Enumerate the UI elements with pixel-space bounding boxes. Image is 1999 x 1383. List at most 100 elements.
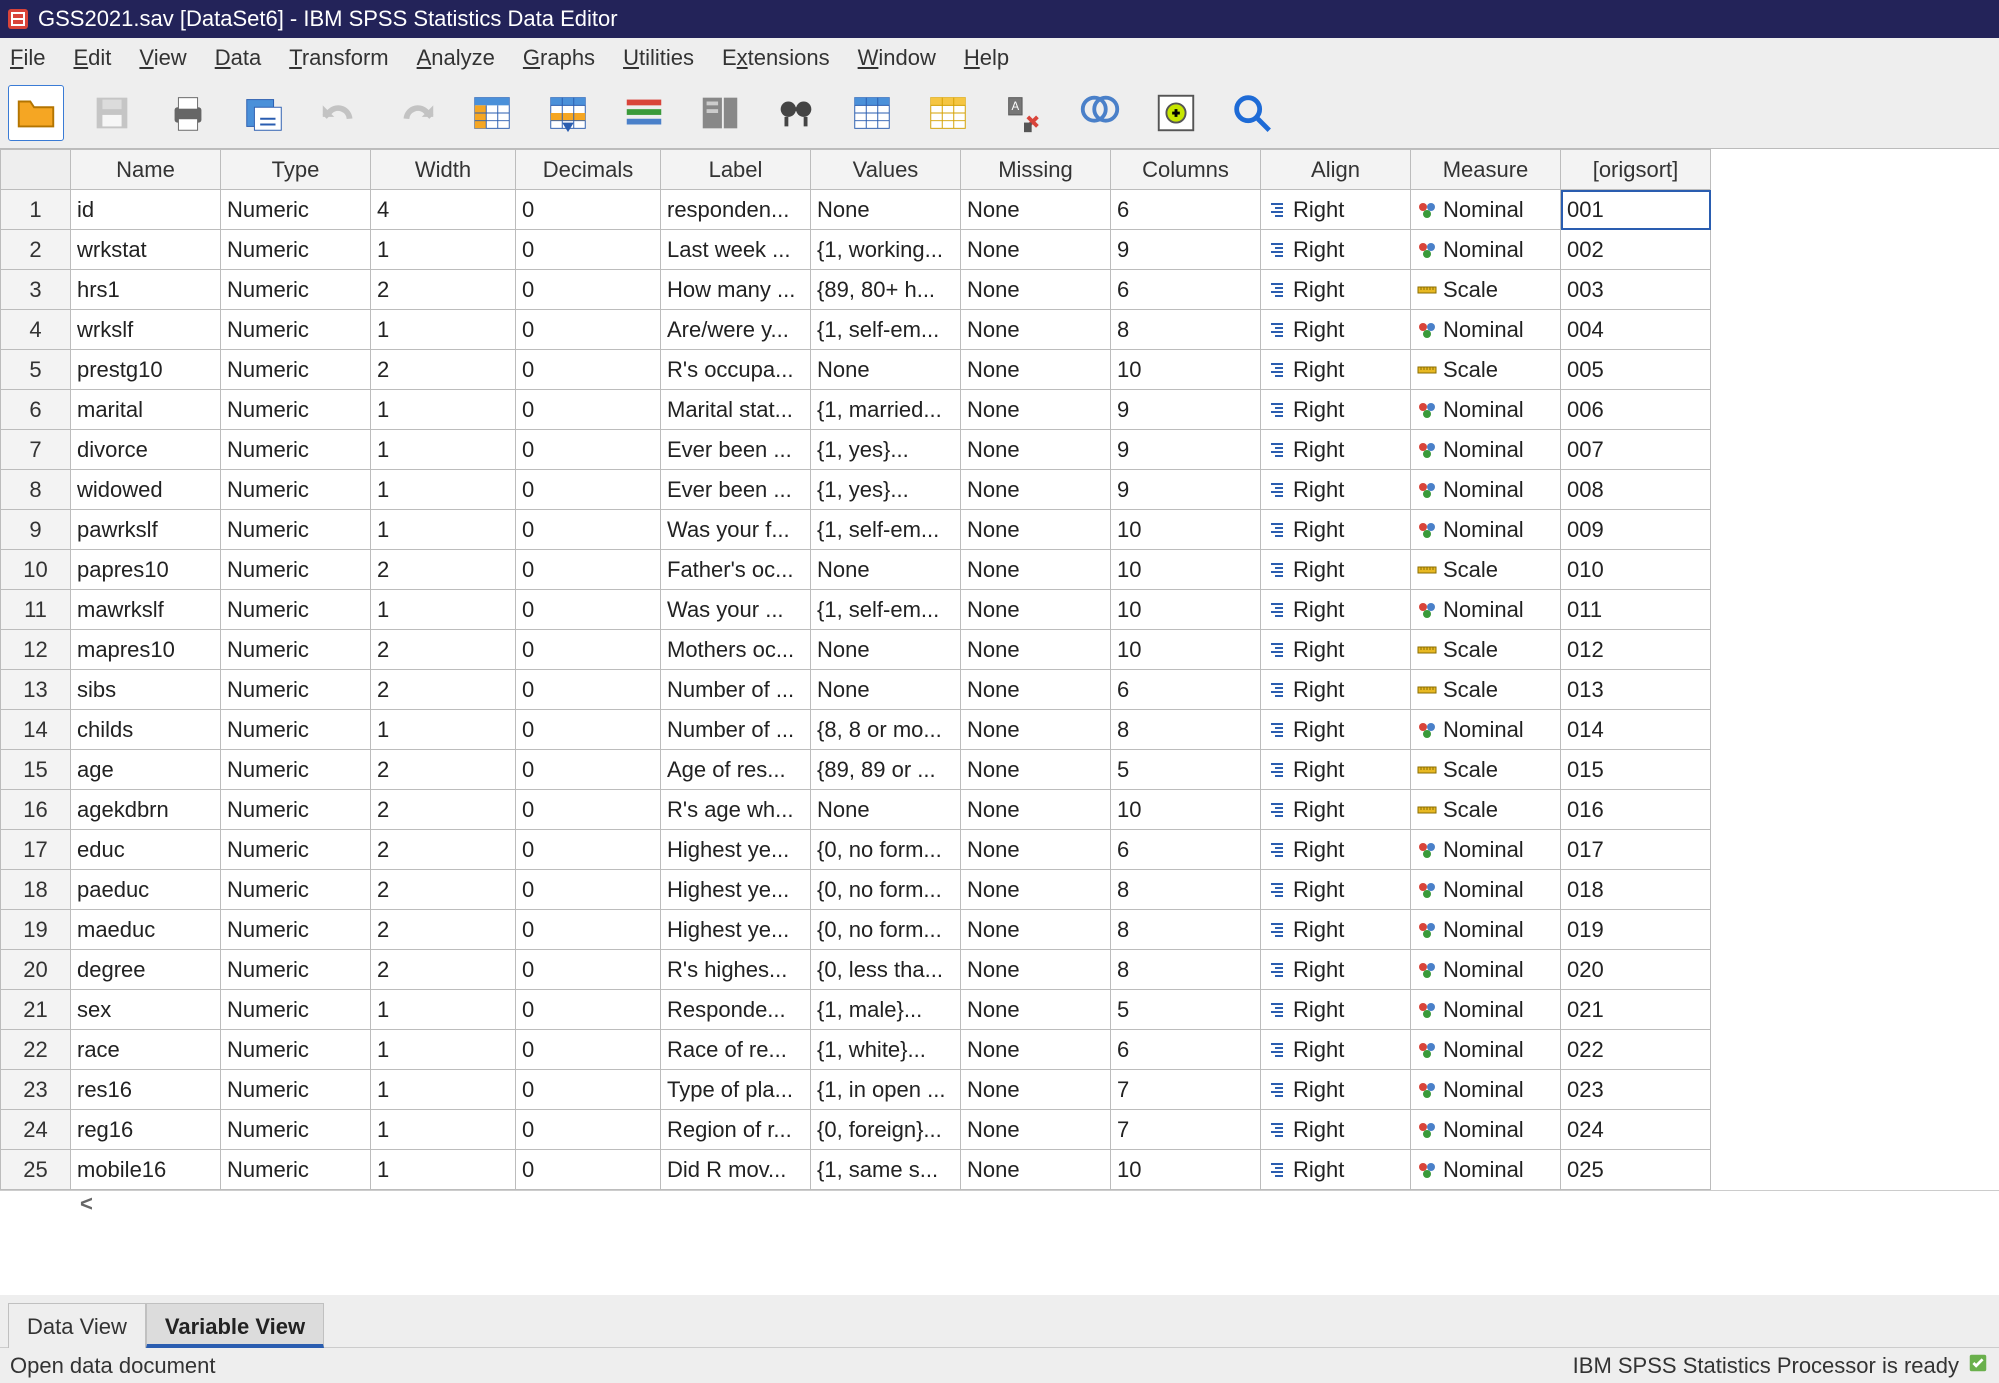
cell-type[interactable]: Numeric	[221, 390, 371, 430]
cell-values[interactable]: {89, 89 or ...	[811, 750, 961, 790]
cell-missing[interactable]: None	[961, 750, 1111, 790]
cell-measure[interactable]: Nominal	[1411, 1030, 1561, 1070]
open-icon[interactable]	[8, 85, 64, 141]
cell-label[interactable]: Region of r...	[661, 1110, 811, 1150]
cell-label[interactable]: Was your f...	[661, 510, 811, 550]
cell-values[interactable]: {0, less tha...	[811, 950, 961, 990]
cell-name[interactable]: divorce	[71, 430, 221, 470]
cell-measure[interactable]: Nominal	[1411, 1070, 1561, 1110]
cell-measure[interactable]: Nominal	[1411, 990, 1561, 1030]
cell-values[interactable]: None	[811, 550, 961, 590]
cell-columns[interactable]: 9	[1111, 470, 1261, 510]
cell-missing[interactable]: None	[961, 710, 1111, 750]
cell-align[interactable]: Right	[1261, 590, 1411, 630]
cell-label[interactable]: Was your ...	[661, 590, 811, 630]
cell-values[interactable]: {0, no form...	[811, 830, 961, 870]
cell-type[interactable]: Numeric	[221, 430, 371, 470]
cell-values[interactable]: None	[811, 670, 961, 710]
cell-origsort[interactable]: 008	[1561, 470, 1711, 510]
cell-name[interactable]: mapres10	[71, 630, 221, 670]
cell-origsort[interactable]: 013	[1561, 670, 1711, 710]
cell-columns[interactable]: 6	[1111, 670, 1261, 710]
cell-origsort[interactable]: 002	[1561, 230, 1711, 270]
row-number[interactable]: 15	[1, 750, 71, 790]
row-number[interactable]: 23	[1, 1070, 71, 1110]
cell-missing[interactable]: None	[961, 350, 1111, 390]
cell-type[interactable]: Numeric	[221, 950, 371, 990]
cell-missing[interactable]: None	[961, 270, 1111, 310]
row-number[interactable]: 24	[1, 1110, 71, 1150]
col-header-align[interactable]: Align	[1261, 150, 1411, 190]
cell-decimals[interactable]: 0	[516, 910, 661, 950]
cell-values[interactable]: {1, self-em...	[811, 590, 961, 630]
cell-align[interactable]: Right	[1261, 830, 1411, 870]
row-number[interactable]: 22	[1, 1030, 71, 1070]
col-header-decimals[interactable]: Decimals	[516, 150, 661, 190]
find-icon[interactable]	[768, 85, 824, 141]
cell-label[interactable]: Age of res...	[661, 750, 811, 790]
cell-columns[interactable]: 10	[1111, 510, 1261, 550]
cell-label[interactable]: Race of re...	[661, 1030, 811, 1070]
goto-case-icon[interactable]	[540, 85, 596, 141]
cell-name[interactable]: race	[71, 1030, 221, 1070]
cell-label[interactable]: Last week ...	[661, 230, 811, 270]
cell-decimals[interactable]: 0	[516, 1110, 661, 1150]
cell-columns[interactable]: 10	[1111, 1150, 1261, 1190]
cell-measure[interactable]: Nominal	[1411, 1110, 1561, 1150]
cell-align[interactable]: Right	[1261, 310, 1411, 350]
cell-values[interactable]: {0, no form...	[811, 870, 961, 910]
cell-missing[interactable]: None	[961, 990, 1111, 1030]
cell-decimals[interactable]: 0	[516, 790, 661, 830]
cell-type[interactable]: Numeric	[221, 990, 371, 1030]
cell-missing[interactable]: None	[961, 230, 1111, 270]
cell-type[interactable]: Numeric	[221, 1110, 371, 1150]
cell-origsort[interactable]: 005	[1561, 350, 1711, 390]
cell-measure[interactable]: Nominal	[1411, 190, 1561, 230]
cell-values[interactable]: {1, yes}...	[811, 470, 961, 510]
cell-type[interactable]: Numeric	[221, 270, 371, 310]
run-desc-icon[interactable]	[692, 85, 748, 141]
cell-type[interactable]: Numeric	[221, 590, 371, 630]
cell-origsort[interactable]: 023	[1561, 1070, 1711, 1110]
cell-type[interactable]: Numeric	[221, 830, 371, 870]
row-number[interactable]: 6	[1, 390, 71, 430]
cell-values[interactable]: {1, in open ...	[811, 1070, 961, 1110]
cell-type[interactable]: Numeric	[221, 910, 371, 950]
goto-var-icon[interactable]	[464, 85, 520, 141]
cell-missing[interactable]: None	[961, 950, 1111, 990]
cell-align[interactable]: Right	[1261, 270, 1411, 310]
cell-missing[interactable]: None	[961, 510, 1111, 550]
cell-missing[interactable]: None	[961, 790, 1111, 830]
cell-decimals[interactable]: 0	[516, 870, 661, 910]
cell-missing[interactable]: None	[961, 910, 1111, 950]
cell-name[interactable]: pawrkslf	[71, 510, 221, 550]
cell-label[interactable]: How many ...	[661, 270, 811, 310]
cell-name[interactable]: wrkstat	[71, 230, 221, 270]
cell-values[interactable]: {89, 80+ h...	[811, 270, 961, 310]
cell-name[interactable]: mawrkslf	[71, 590, 221, 630]
cell-label[interactable]: Did R mov...	[661, 1150, 811, 1190]
cell-missing[interactable]: None	[961, 310, 1111, 350]
cell-origsort[interactable]: 021	[1561, 990, 1711, 1030]
cell-columns[interactable]: 6	[1111, 830, 1261, 870]
cell-label[interactable]: Father's oc...	[661, 550, 811, 590]
cell-width[interactable]: 2	[371, 830, 516, 870]
cell-columns[interactable]: 7	[1111, 1110, 1261, 1150]
cell-columns[interactable]: 5	[1111, 750, 1261, 790]
cell-decimals[interactable]: 0	[516, 630, 661, 670]
cell-origsort[interactable]: 012	[1561, 630, 1711, 670]
cell-origsort[interactable]: 003	[1561, 270, 1711, 310]
cell-origsort[interactable]: 020	[1561, 950, 1711, 990]
cell-origsort[interactable]: 006	[1561, 390, 1711, 430]
cell-decimals[interactable]: 0	[516, 710, 661, 750]
cell-name[interactable]: childs	[71, 710, 221, 750]
cell-width[interactable]: 1	[371, 430, 516, 470]
cell-columns[interactable]: 8	[1111, 710, 1261, 750]
cell-name[interactable]: id	[71, 190, 221, 230]
cell-name[interactable]: maeduc	[71, 910, 221, 950]
menu-transform[interactable]: Transform	[289, 45, 388, 71]
row-number[interactable]: 20	[1, 950, 71, 990]
cell-columns[interactable]: 7	[1111, 1070, 1261, 1110]
cell-width[interactable]: 2	[371, 350, 516, 390]
cell-type[interactable]: Numeric	[221, 750, 371, 790]
